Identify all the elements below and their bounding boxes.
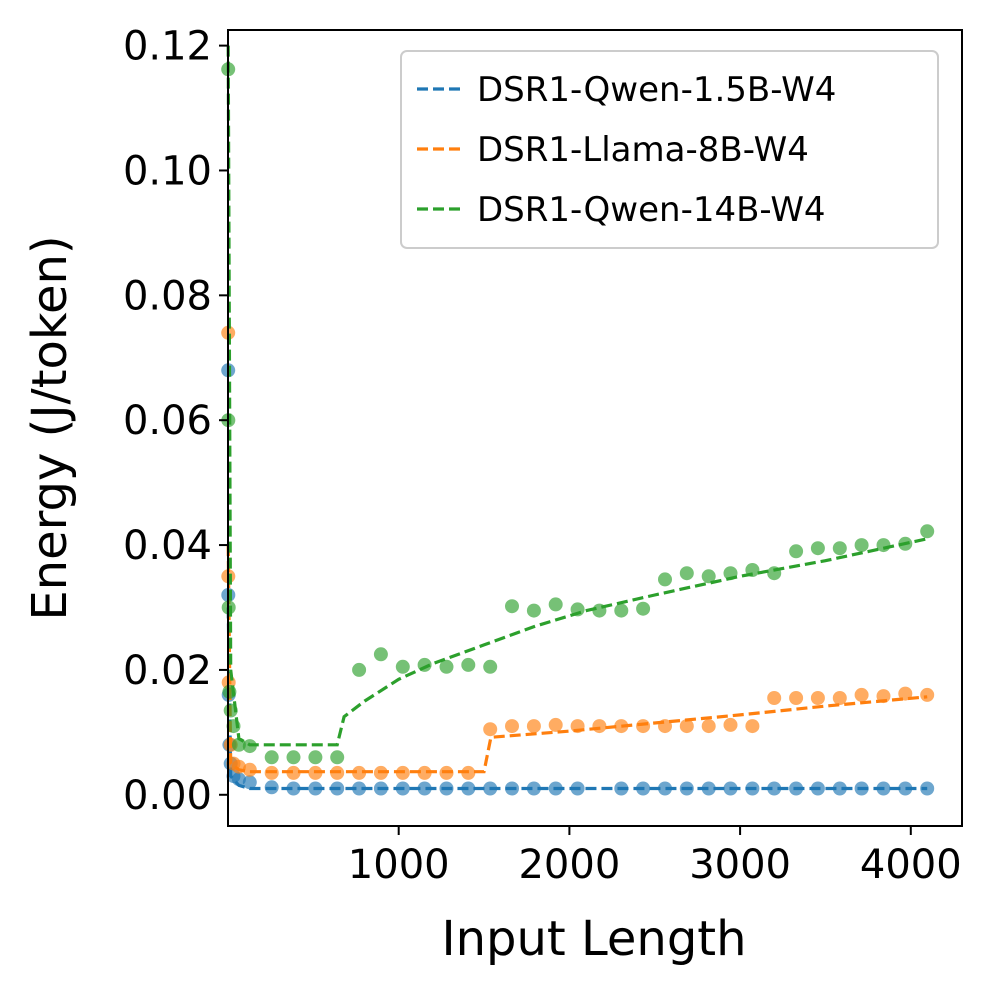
series-2-point-15 bbox=[417, 765, 432, 780]
series-2-point-19 bbox=[505, 719, 519, 734]
series-1-point-16 bbox=[417, 781, 432, 796]
series-3-point-12 bbox=[330, 750, 345, 765]
series-2-point-31 bbox=[767, 691, 782, 705]
series-2-point-9 bbox=[286, 765, 301, 780]
series-3-point-11 bbox=[308, 750, 323, 765]
legend: DSR1-Qwen-1.5B-W4 DSR1-Llama-8B-W4 DSR1-Qw… bbox=[400, 50, 939, 249]
series-3-point-25 bbox=[614, 603, 629, 618]
series-2-point-18 bbox=[483, 722, 498, 737]
x-tick-label-1: 1000 bbox=[348, 842, 450, 888]
series-3-point-9 bbox=[264, 750, 279, 765]
y-tick-label-4: 0.06 bbox=[123, 398, 212, 444]
y-tick-label-1: 0.00 bbox=[123, 773, 212, 819]
series-3-point-28 bbox=[679, 566, 694, 581]
series-3-point-19 bbox=[483, 659, 498, 674]
series-3-point-18 bbox=[461, 657, 476, 672]
series-3-point-37 bbox=[876, 538, 891, 553]
series-2 bbox=[221, 325, 935, 780]
series-2-point-33 bbox=[810, 691, 825, 705]
x-tick-label-2: 2000 bbox=[518, 842, 620, 888]
series-1-fit-line bbox=[226, 607, 928, 791]
legend-entry-1: DSR1-Qwen-1.5B-W4 bbox=[477, 70, 836, 110]
series-1-point-13 bbox=[352, 781, 367, 796]
series-2-point-27 bbox=[679, 719, 694, 734]
series-1-point-21 bbox=[526, 781, 541, 796]
legend-entry-2: DSR1-Llama-8B-W4 bbox=[477, 130, 809, 170]
series-2-point-38 bbox=[920, 687, 935, 702]
series-1-point-26 bbox=[658, 781, 672, 796]
series-1-point-10 bbox=[286, 781, 301, 796]
series-3-point-36 bbox=[854, 538, 869, 553]
series-1-point-8 bbox=[242, 775, 257, 790]
series-3-point-13 bbox=[352, 662, 367, 677]
series-3-fit-line bbox=[226, 45, 928, 747]
y-tick-label-6: 0.10 bbox=[123, 148, 212, 194]
series-3-point-15 bbox=[395, 659, 410, 674]
x-axis-label: Input Length bbox=[441, 911, 746, 967]
y-axis-label: Energy (J/token) bbox=[22, 235, 78, 620]
x-tick-label-3: 3000 bbox=[689, 842, 791, 888]
series-2-point-30 bbox=[745, 719, 760, 734]
series-3-point-14 bbox=[373, 647, 388, 662]
series-3-point-21 bbox=[526, 603, 541, 618]
series-3-point-34 bbox=[810, 541, 825, 556]
series-2-point-34 bbox=[832, 691, 847, 705]
series-2-point-23 bbox=[592, 719, 607, 734]
series-3-point-27 bbox=[658, 572, 672, 587]
series-3-point-33 bbox=[789, 544, 804, 559]
series-1-point-34 bbox=[832, 781, 847, 796]
series-2-point-21 bbox=[548, 717, 563, 732]
series-2-point-12 bbox=[352, 765, 367, 780]
y-axis-ticks: 0.00 0.02 0.04 0.06 0.08 0.10 0.12 bbox=[123, 24, 228, 819]
series-3-point-20 bbox=[505, 599, 519, 614]
y-tick-label-2: 0.02 bbox=[123, 648, 212, 694]
legend-entry-3: DSR1-Qwen-14B-W4 bbox=[477, 190, 826, 230]
y-tick-label-7: 0.12 bbox=[123, 24, 212, 70]
series-3-point-39 bbox=[920, 524, 935, 539]
series-3-point-29 bbox=[701, 569, 716, 584]
series-3-point-26 bbox=[636, 601, 651, 616]
series-1-point-31 bbox=[767, 781, 782, 796]
series-3-point-10 bbox=[286, 750, 301, 765]
x-tick-label-4: 4000 bbox=[860, 842, 962, 888]
legend-box bbox=[400, 50, 939, 249]
series-1-point-28 bbox=[701, 781, 716, 796]
series-2-point-35 bbox=[854, 687, 869, 702]
plot-frame bbox=[227, 29, 963, 827]
series-3-point-17 bbox=[439, 659, 454, 674]
series-1-point-37 bbox=[898, 781, 913, 796]
series-3-point-35 bbox=[832, 541, 847, 556]
series-3-point-22 bbox=[548, 597, 563, 612]
series-2-point-32 bbox=[789, 691, 804, 705]
y-tick-label-3: 0.04 bbox=[123, 523, 212, 569]
series-2-point-28 bbox=[701, 719, 716, 734]
x-axis-ticks: 1000 2000 3000 4000 bbox=[348, 826, 962, 888]
series-2-point-29 bbox=[723, 717, 738, 732]
series-2-fit-line bbox=[226, 545, 928, 774]
y-tick-label-5: 0.08 bbox=[123, 273, 212, 319]
series-2-point-20 bbox=[526, 719, 541, 734]
